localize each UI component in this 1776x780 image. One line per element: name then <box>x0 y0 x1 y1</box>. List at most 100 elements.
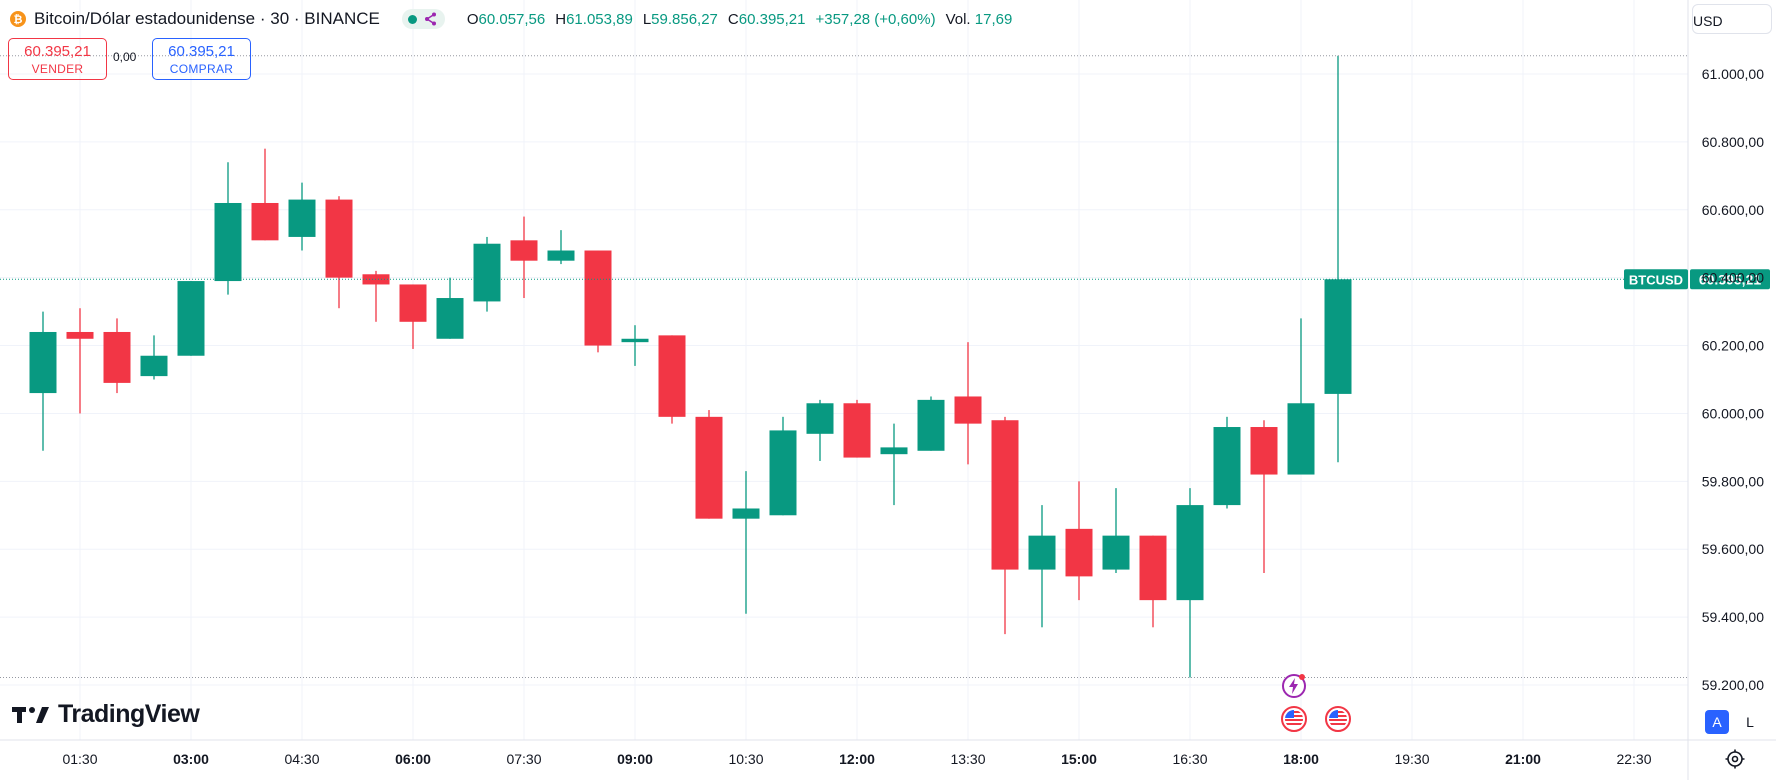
candle-up <box>1324 279 1352 394</box>
share-icon <box>424 12 436 26</box>
time-axis: 01:30 03:00 04:30 06:00 07:30 09:00 10:30 12:00… <box>62 751 1651 767</box>
y-tick-label: 59.400,00 <box>1702 609 1764 625</box>
buy-price: 60.395,21 <box>168 43 235 60</box>
ohlc-low: L59.856,27 <box>642 10 718 28</box>
sell-button[interactable]: 60.395,21 VENDER <box>8 38 107 80</box>
candle-down <box>1065 528 1093 577</box>
x-tick-label: 06:00 <box>395 751 431 767</box>
bitcoin-logo-icon: ₿ <box>10 11 26 27</box>
candle-up <box>1028 535 1056 570</box>
buy-label: COMPRAR <box>169 62 234 76</box>
ohlc-open: O60.057,56 <box>466 10 546 28</box>
ohlc-high: H61.053,89 <box>555 10 633 28</box>
candle-up <box>140 355 168 377</box>
candle-down <box>1250 427 1278 475</box>
currency-select[interactable]: USD <box>1692 4 1772 34</box>
candle-up <box>1213 427 1241 506</box>
candles <box>29 55 1352 678</box>
candle-up <box>473 243 501 302</box>
last-price-tag: 60.395,21 <box>1699 271 1761 287</box>
y-tick-label: 60.200,00 <box>1702 338 1764 354</box>
candle-up <box>177 281 205 356</box>
us-flag-icon[interactable] <box>1281 706 1307 732</box>
candle-up <box>621 338 649 343</box>
log-scale-button[interactable]: L <box>1746 714 1754 730</box>
us-flag-icon[interactable] <box>1325 706 1351 732</box>
flash-event-icon[interactable] <box>1281 673 1307 699</box>
candle-down <box>251 202 279 241</box>
x-tick-label: 07:30 <box>506 751 541 767</box>
x-tick-label: 13:30 <box>950 751 985 767</box>
tradingview-logo[interactable]: TradingView <box>12 700 200 729</box>
price-lines: BTCUSD 60.395,21 <box>0 55 1770 679</box>
ohlc-close: C60.395,21 <box>727 10 806 28</box>
buy-button[interactable]: 60.395,21 COMPRAR <box>152 38 251 80</box>
candle-up <box>547 250 575 261</box>
x-tick-label: 15:00 <box>1061 751 1097 767</box>
candle-down <box>954 396 982 424</box>
last-price-tag-bg <box>1690 269 1770 290</box>
candle-up <box>732 508 760 519</box>
y-tick-label: 59.600,00 <box>1702 541 1764 557</box>
candle-up <box>806 403 834 434</box>
candle-up <box>1287 403 1315 475</box>
x-tick-label: 03:00 <box>173 751 209 767</box>
candle-down <box>991 420 1019 570</box>
chart-header: ₿ Bitcoin/Dólar estadounidense · 30 · BI… <box>10 8 1012 30</box>
ohlc-change: +357,28 (+0,60%) <box>815 10 936 28</box>
brand-name: TradingView <box>58 700 200 728</box>
market-open-dot-icon <box>407 14 417 24</box>
x-tick-label: 01:30 <box>62 751 97 767</box>
candle-up <box>288 199 316 237</box>
candle-down <box>103 331 131 383</box>
ohlc-volume: Vol. 17,69 <box>945 10 1013 28</box>
y-tick-label: 61.000,00 <box>1702 66 1764 82</box>
candle-down <box>584 250 612 346</box>
candle-up <box>1176 505 1204 601</box>
y-tick-label: 60.600,00 <box>1702 202 1764 218</box>
x-tick-label: 16:30 <box>1172 751 1207 767</box>
x-tick-label: 21:00 <box>1505 751 1541 767</box>
x-tick-label: 18:00 <box>1283 751 1319 767</box>
symbol-tag-bg <box>1624 269 1688 290</box>
candle-up <box>29 331 57 394</box>
candle-down <box>1139 535 1167 601</box>
auto-scale-button[interactable]: A <box>1705 710 1729 734</box>
spread-value: 0,00 <box>113 50 137 64</box>
candle-up <box>214 202 242 282</box>
gear-icon[interactable] <box>1724 748 1746 770</box>
y-tick-label: 59.200,00 <box>1702 677 1764 693</box>
y-tick-label: 60.400,00 <box>1702 270 1764 286</box>
price-axis: 59.200,00 59.400,00 59.600,00 59.800,00 60.0… <box>1702 66 1764 693</box>
y-tick-label: 60.800,00 <box>1702 134 1764 150</box>
candle-down <box>843 403 871 458</box>
symbol-title[interactable]: Bitcoin/Dólar estadounidense · 30 · BINA… <box>34 9 380 28</box>
candle-down <box>399 284 427 322</box>
y-tick-label: 60.000,00 <box>1702 405 1764 421</box>
y-tick-label: 59.800,00 <box>1702 473 1764 489</box>
candle-up <box>436 298 464 339</box>
tradingview-logo-icon <box>12 706 49 723</box>
x-tick-label: 09:00 <box>617 751 653 767</box>
x-tick-label: 19:30 <box>1394 751 1429 767</box>
status-pill[interactable] <box>401 9 445 29</box>
candle-down <box>510 240 538 261</box>
candle-down <box>66 331 94 339</box>
currency-value: USD <box>1693 13 1723 29</box>
sell-price: 60.395,21 <box>24 43 91 60</box>
candle-down <box>695 416 723 519</box>
x-tick-label: 04:30 <box>284 751 319 767</box>
candle-down <box>658 335 686 417</box>
ohlc-legend: O60.057,56 H61.053,89 L59.856,27 C60.395… <box>467 11 1012 28</box>
x-tick-label: 12:00 <box>839 751 875 767</box>
sell-label: VENDER <box>31 62 84 76</box>
candle-up <box>1102 535 1130 570</box>
candle-down <box>325 199 353 278</box>
symbol-tag: BTCUSD <box>1629 272 1683 287</box>
candle-up <box>769 430 797 516</box>
x-tick-label: 10:30 <box>728 751 763 767</box>
candle-up <box>917 399 945 451</box>
x-tick-label: 22:30 <box>1616 751 1651 767</box>
